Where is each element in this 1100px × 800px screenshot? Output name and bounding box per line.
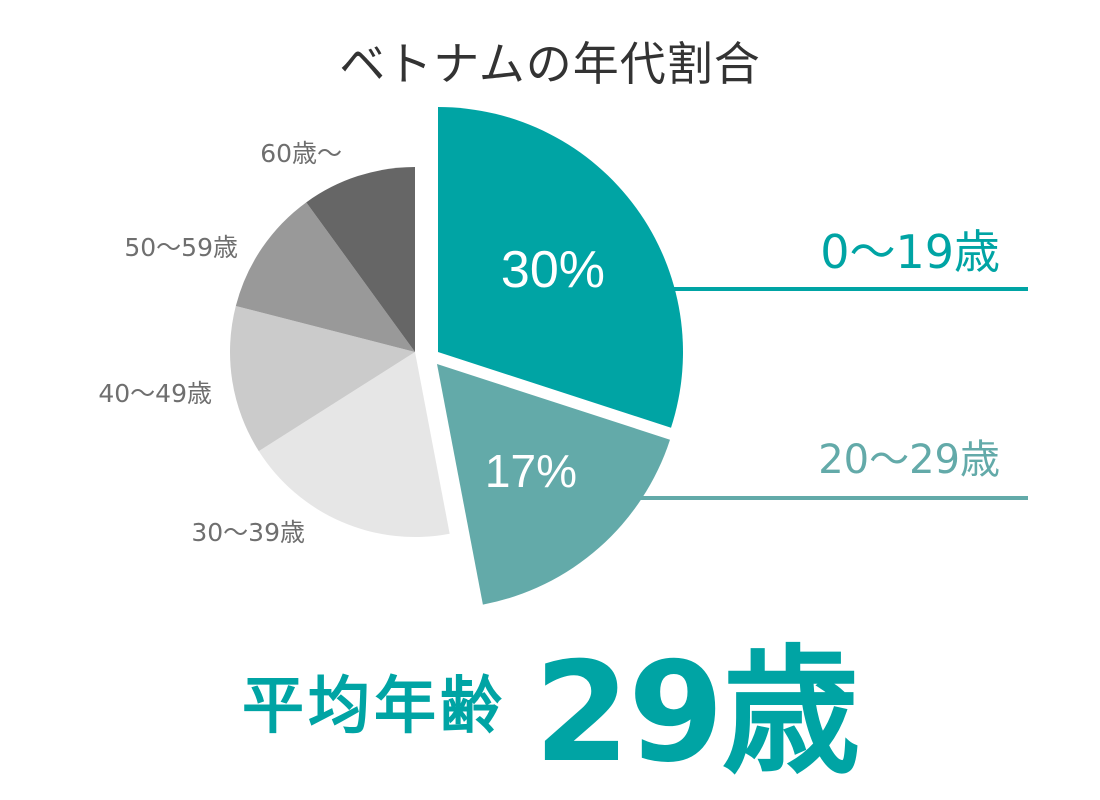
average-age-value: 29歳 [533, 632, 860, 793]
chart-title: ベトナムの年代割合 [339, 37, 761, 91]
pie-slice [306, 167, 415, 352]
average-age-label: 平均年齢 [241, 669, 506, 742]
average-age: 平均年齢 29歳 [0, 600, 1100, 793]
slice-category-label: 30〜39歳 [191, 518, 305, 547]
pie-slice [230, 305, 415, 452]
slice-percent-label: 17% [485, 445, 577, 497]
pie-slice [438, 107, 683, 428]
slice-category-label: 0〜19歳 [820, 225, 1000, 279]
slice-category-label: 60歳〜 [260, 139, 342, 168]
slice-percent-label: 30% [501, 241, 605, 299]
pie-chart: 30% 0〜19歳 17% 20〜29歳 30〜39歳 40〜49歳 50〜59歳 60歳〜 [98, 107, 1028, 605]
pie-slice [235, 202, 415, 352]
slice-category-label: 40〜49歳 [98, 379, 212, 408]
pie-slice [437, 364, 671, 605]
slice-category-label: 50〜59歳 [124, 233, 238, 262]
slice-category-label: 20〜29歳 [818, 437, 1000, 483]
pie-slice [258, 352, 450, 537]
